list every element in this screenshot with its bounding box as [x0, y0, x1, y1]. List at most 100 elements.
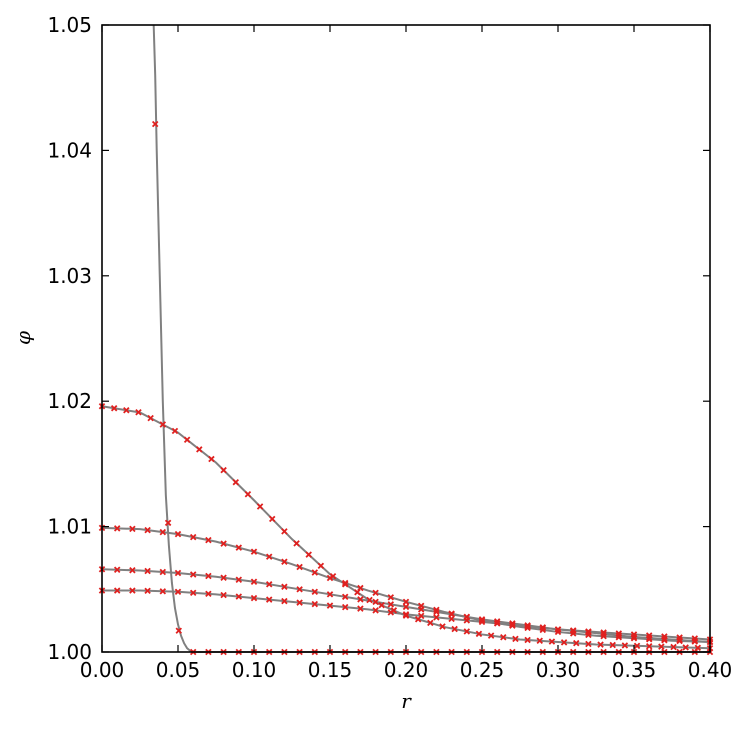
series-4-marker-18: [357, 605, 364, 612]
series-3-marker-4: [144, 567, 151, 575]
series-1-marker-38: [548, 638, 556, 645]
y-tick-label-1: 1.00: [47, 640, 92, 664]
y-tick-label-4: 1.03: [47, 264, 92, 288]
series-3-marker-5: [159, 568, 167, 576]
series-4-marker-36: [630, 631, 638, 638]
series-1-marker-7: [171, 427, 179, 435]
series-3-marker-17: [341, 593, 349, 601]
series-1-marker-19: [317, 562, 325, 570]
x-tick-label-6: 0.25: [460, 658, 505, 682]
series-3-marker-12: [265, 581, 273, 588]
series-1-marker-45: [633, 642, 641, 650]
series-line-2: [101, 526, 711, 643]
series-4-marker-25: [463, 617, 471, 624]
series-4-marker-37: [645, 632, 653, 639]
series-3-marker-23: [433, 608, 440, 616]
series-1-marker-9: [196, 446, 203, 453]
series-4-marker-5: [159, 588, 167, 595]
series-4-marker-8: [205, 590, 212, 598]
series-line-5: [152, 24, 710, 653]
y-tick-label-6: 1.05: [47, 13, 92, 37]
x-axis-label: r: [401, 689, 412, 713]
series-5-marker-3: [175, 627, 182, 634]
series-3-marker-14: [296, 586, 303, 593]
series-1-marker-44: [621, 642, 629, 649]
series-2-marker-13: [281, 558, 288, 565]
series-1-marker-29: [439, 623, 446, 630]
series-1-marker-42: [597, 641, 604, 648]
y-axis-label: φ: [11, 331, 35, 345]
series-3-marker-21: [402, 603, 410, 611]
series-4-marker-11: [250, 594, 258, 602]
series-4-marker-22: [417, 612, 425, 620]
series-1-marker-4: [135, 408, 142, 416]
series-2-marker-20: [387, 594, 395, 601]
series-4-marker-13: [281, 597, 288, 605]
series-5-marker-1: [151, 120, 159, 128]
series-4-marker-15: [311, 600, 319, 608]
series-1-marker-2: [110, 404, 118, 412]
series-3-marker-15: [311, 588, 319, 596]
series-2-marker-6: [174, 530, 182, 538]
series-4-marker-39: [676, 634, 683, 641]
series-3-marker-9: [220, 574, 227, 581]
series-1-marker-24: [378, 601, 385, 609]
series-2-marker-14: [296, 563, 303, 571]
series-1-marker-32: [475, 630, 483, 638]
series-4-marker-17: [341, 603, 349, 611]
series-3-marker-8: [205, 572, 212, 580]
series-4-marker-9: [220, 591, 227, 599]
series-2-marker-19: [372, 589, 379, 597]
series-4-marker-2: [113, 587, 121, 594]
series-1-marker-28: [427, 619, 434, 627]
series-3-marker-16: [326, 591, 334, 598]
series-layer: [101, 24, 711, 653]
series-1-marker-6: [159, 421, 167, 428]
series-4-marker-16: [326, 602, 334, 609]
series-1-marker-5: [147, 414, 154, 422]
series-1-marker-3: [123, 406, 130, 414]
series-1-marker-31: [463, 628, 471, 635]
series-1-marker-36: [524, 636, 531, 644]
x-tick-label-4: 0.15: [308, 658, 353, 682]
series-3-marker-11: [250, 578, 258, 586]
series-4-marker-10: [235, 593, 243, 600]
series-line-1: [101, 405, 711, 650]
series-4-marker-7: [189, 589, 197, 597]
series-2-marker-16: [326, 574, 334, 582]
series-1-marker-13: [244, 491, 252, 498]
series-1-marker-35: [512, 635, 519, 643]
series-3-marker-18: [357, 596, 364, 603]
series-5-marker-2: [164, 519, 172, 527]
series-1-marker-48: [670, 643, 677, 651]
series-2-marker-3: [129, 525, 136, 533]
series-2-marker-23: [433, 606, 440, 614]
series-1-marker-11: [220, 466, 227, 474]
series-1-marker-41: [585, 640, 592, 648]
series-4-marker-14: [296, 599, 303, 606]
series-2-marker-10: [235, 544, 243, 551]
series-4-marker-20: [387, 609, 395, 616]
series-1-marker-47: [658, 643, 665, 650]
series-1-marker-16: [281, 528, 288, 535]
series-1-marker-12: [232, 478, 239, 486]
series-4-marker-31: [554, 626, 562, 633]
series-2-marker-17: [341, 579, 349, 587]
tick-layer: 0.00 0.05 0.10 0.15 0.20 0.25 0.30 0.35 0.40 1.00…: [47, 13, 732, 682]
series-2-marker-18: [357, 584, 364, 592]
series-1-marker-40: [573, 639, 580, 647]
series-2-marker-4: [144, 526, 151, 534]
series-3-marker-6: [174, 569, 182, 577]
series-1-marker-39: [560, 639, 568, 646]
series-2-marker-11: [250, 548, 258, 555]
series-3-marker-13: [281, 583, 288, 591]
series-1-marker-37: [536, 637, 543, 645]
series-4-marker-4: [144, 587, 151, 595]
series-4-marker-19: [372, 607, 379, 614]
series-4-marker-3: [129, 587, 136, 594]
series-1-marker-49: [682, 644, 689, 651]
series-2-marker-8: [205, 536, 212, 544]
series-2-marker-15: [311, 569, 319, 576]
series-4-marker-26: [478, 618, 486, 626]
